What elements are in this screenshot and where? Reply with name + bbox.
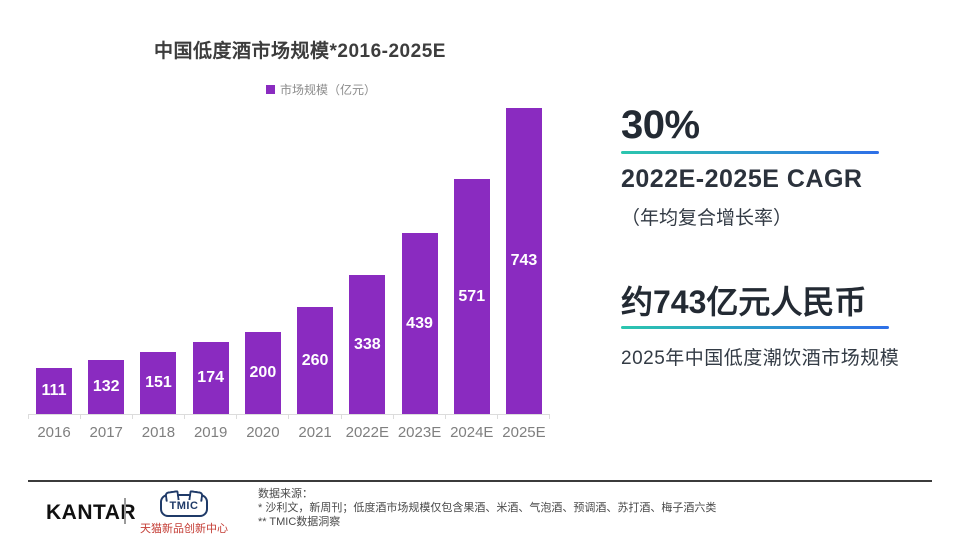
market-size-chart: 中国低度酒市场规模*2016-2025E 市场规模（亿元） 111 132 151 1…: [28, 36, 550, 441]
axis-tick: [392, 415, 394, 419]
x-axis-label: 2023E: [397, 424, 442, 441]
x-axis-label: 2022E: [345, 424, 389, 441]
x-axis-label: 2019: [193, 424, 228, 441]
source-title: 数据来源：: [258, 488, 313, 500]
axis-tick: [444, 415, 446, 419]
bar-2023E: 439: [401, 233, 438, 414]
bar-value-label: 132: [92, 378, 120, 395]
source-note-1: * 沙利文，新周刊；低度酒市场规模仅包含果酒、米酒、气泡酒、预调酒、苏打酒、梅子…: [258, 502, 717, 514]
axis-tick: [288, 415, 290, 419]
legend-marker-icon: [266, 85, 275, 94]
bar-column: 174: [185, 101, 237, 414]
bar-column: 151: [132, 101, 184, 414]
x-axis-label: 2024E: [450, 424, 494, 441]
bar-value-label: 200: [249, 364, 277, 381]
footer-divider: [28, 480, 932, 482]
bar-column: 439: [394, 101, 446, 414]
market-value-caption: 2025年中国低度潮饮酒市场规模: [621, 348, 900, 369]
bar-column: 200: [237, 101, 289, 414]
x-axis-label: 2017: [89, 424, 123, 441]
tmic-caption: 天猫新品创新中心: [140, 523, 228, 535]
cagr-headline: 30%: [621, 103, 700, 147]
x-axis-label: 2018: [141, 424, 176, 441]
bar-2021: 260: [297, 307, 334, 414]
bar-column: 132: [80, 101, 132, 414]
axis-tick: [80, 415, 82, 419]
bar-2020: 200: [244, 332, 281, 414]
bar-column: 111: [28, 101, 80, 414]
chart-title: 中国低度酒市场规模*2016-2025E: [154, 41, 446, 62]
stats-panel: 30% 2022E-2025E CAGR （年均复合增长率） 约743亿元人民币…: [621, 102, 933, 370]
bar-2022E: 338: [349, 275, 386, 414]
x-axis-labels: 2016 2017 2018 2019 2020 2021 2022E 2023E 2024E 2…: [28, 424, 550, 441]
bar-value-label: 151: [145, 374, 172, 391]
bar-value-label: 743: [510, 252, 538, 269]
axis-tick: [132, 415, 134, 419]
bar-plot: 111 132 151 174 200 260 338 439 571 743: [28, 101, 550, 415]
bar-column: 571: [446, 101, 498, 414]
legend-label: 市场规模（亿元）: [280, 83, 377, 97]
axis-tick: [28, 415, 29, 419]
tmic-wordmark: TMIC: [169, 499, 199, 512]
bar-2018: 151: [140, 352, 177, 414]
bar-value-label: 571: [458, 287, 486, 305]
x-axis-label: 2021: [298, 424, 332, 441]
cagr-period-label: 2022E-2025E CAGR: [621, 165, 863, 193]
cagr-note-label: （年均复合增长率）: [621, 208, 793, 229]
axis-tick: [340, 415, 342, 419]
accent-underline: [621, 151, 879, 154]
bar-column: 260: [289, 101, 341, 414]
bar-value-label: 260: [301, 351, 329, 369]
bar-2019: 174: [192, 342, 229, 414]
x-axis-label: 2020: [246, 424, 280, 441]
bar-2024E: 571: [453, 179, 490, 414]
tmic-cat-icon: TMIC: [160, 494, 208, 517]
data-source-notes: 数据来源： * 沙利文，新周刊；低度酒市场规模仅包含果酒、米酒、气泡酒、预调酒、…: [258, 487, 716, 529]
bar-column: 743: [498, 101, 550, 414]
spacer: [621, 230, 933, 283]
logo-separator: [124, 498, 126, 524]
axis-tick: [548, 415, 550, 419]
tmic-logo-block: TMIC 天猫新品创新中心: [136, 494, 232, 536]
bar-value-label: 338: [353, 335, 381, 353]
x-axis-label: 2016: [37, 424, 71, 441]
accent-underline: [621, 326, 889, 329]
bar-2025E: 743: [505, 108, 542, 414]
bar-value-label: 111: [41, 382, 67, 399]
bar-value-label: 174: [197, 369, 225, 386]
bar-column: 338: [341, 101, 393, 414]
market-value-headline: 约743亿元人民币: [621, 284, 867, 320]
axis-tick: [184, 415, 186, 419]
bar-2017: 132: [88, 360, 125, 414]
chart-legend: 市场规模（亿元）: [266, 82, 550, 97]
axis-ticks: [28, 415, 550, 419]
x-axis-label: 2025E: [502, 424, 546, 441]
axis-tick: [236, 415, 238, 419]
axis-tick: [496, 415, 498, 419]
kantar-logo: KANTAR: [46, 501, 137, 524]
source-note-2: ** TMIC数据洞察: [258, 516, 341, 528]
bar-2016: 111: [36, 368, 72, 414]
bar-value-label: 439: [406, 314, 433, 332]
